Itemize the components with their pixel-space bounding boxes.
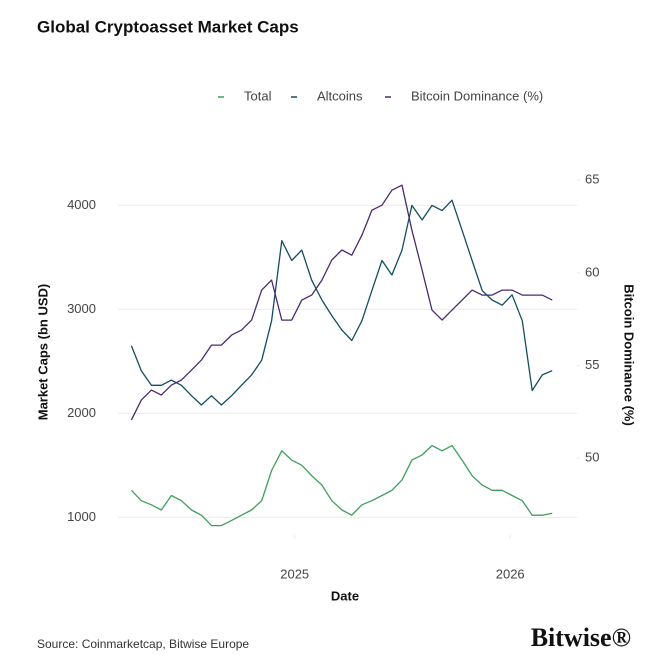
y-tick-label: 3000 — [67, 301, 96, 316]
legend-label: Total — [244, 88, 272, 103]
y-axis-title: Market Caps (bn USD) — [35, 284, 50, 421]
legend-label: Bitcoin Dominance (%) — [411, 88, 543, 103]
x-tick-label: 2025 — [280, 566, 309, 581]
legend-label: Altcoins — [317, 88, 363, 103]
series-line — [130, 444, 553, 527]
series-line — [130, 199, 553, 406]
source-note: Source: Coinmarketcap, Bitwise Europe — [37, 637, 249, 651]
series-line — [130, 184, 553, 421]
brand-logo: Bitwise® — [531, 623, 631, 652]
y2-tick-label: 50 — [585, 450, 599, 465]
chart-title: Global Cryptoasset Market Caps — [37, 17, 299, 36]
y2-tick-label: 60 — [585, 264, 599, 279]
y-tick-label: 2000 — [67, 405, 96, 420]
y2-tick-label: 55 — [585, 357, 599, 372]
y-tick-label: 1000 — [67, 509, 96, 524]
y2-axis-title: Bitcoin Dominance (%) — [622, 284, 637, 426]
y-tick-label: 4000 — [67, 197, 96, 212]
x-tick-label: 2026 — [496, 566, 525, 581]
x-axis-title: Date — [331, 588, 359, 603]
y2-tick-label: 65 — [585, 172, 599, 187]
